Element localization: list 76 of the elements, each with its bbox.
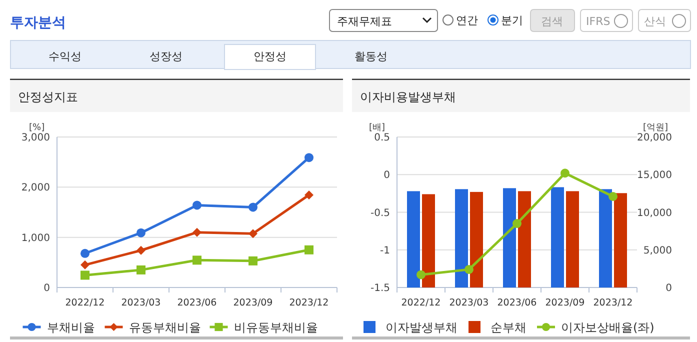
y-tick-label: 0.5 bbox=[374, 132, 390, 144]
text: 분기 bbox=[501, 14, 523, 27]
y2-tick-label: 5,000 bbox=[643, 245, 672, 256]
y2-tick-label: 15,000 bbox=[637, 170, 672, 182]
y-tick-label: -1 bbox=[380, 245, 390, 256]
point bbox=[304, 153, 314, 162]
legend-label: 순부채 bbox=[490, 320, 526, 334]
y-tick-label: 0 bbox=[384, 170, 390, 182]
bar bbox=[503, 188, 516, 288]
point bbox=[560, 168, 570, 178]
legend-label: 부채비율 bbox=[46, 320, 95, 334]
y-axis-title: [%] bbox=[29, 123, 45, 133]
text: 투자분석 bbox=[10, 15, 66, 31]
bar bbox=[470, 192, 483, 288]
text: 연간 bbox=[456, 14, 478, 27]
y2-tick-label: 10,000 bbox=[637, 208, 672, 219]
point bbox=[248, 229, 258, 238]
legend-label: 비유동부채비율 bbox=[234, 320, 318, 334]
point bbox=[136, 246, 146, 255]
text: IFRS bbox=[586, 15, 610, 28]
legend-label: 이자보상배율(좌) bbox=[561, 320, 654, 334]
x-tick-label: 2023/12 bbox=[289, 298, 329, 308]
point bbox=[304, 245, 314, 254]
text: 주재무제표 bbox=[337, 15, 392, 28]
bar bbox=[407, 191, 420, 288]
bar bbox=[422, 194, 435, 288]
text: 활동성 bbox=[354, 50, 388, 63]
text: 수익성 bbox=[48, 50, 82, 63]
point bbox=[192, 256, 202, 265]
point bbox=[192, 228, 202, 237]
y-tick-label: -1.5 bbox=[370, 283, 390, 294]
x-tick-label: 2023/03 bbox=[449, 298, 489, 308]
bar bbox=[455, 189, 468, 288]
x-tick-label: 2023/06 bbox=[497, 298, 537, 308]
point bbox=[192, 200, 202, 210]
bar bbox=[599, 189, 612, 288]
point bbox=[80, 260, 90, 270]
point bbox=[416, 270, 426, 280]
x-tick-label: 2022/12 bbox=[65, 298, 105, 308]
x-tick-label: 2022/12 bbox=[401, 298, 441, 308]
y-axis-title: [배] bbox=[369, 123, 386, 133]
point bbox=[464, 264, 474, 274]
point bbox=[248, 202, 258, 212]
y-tick-label: 0 bbox=[44, 283, 50, 294]
x-tick-label: 2023/09 bbox=[545, 298, 585, 308]
text: 산식 bbox=[644, 15, 666, 28]
bar bbox=[566, 191, 579, 288]
x-tick-label: 2023/06 bbox=[177, 298, 217, 308]
x-tick-label: 2023/09 bbox=[233, 298, 273, 308]
y-tick-label: -0.5 bbox=[370, 208, 390, 219]
point bbox=[80, 248, 90, 258]
chart-title: 안정성지표 bbox=[18, 90, 78, 104]
bar bbox=[551, 187, 564, 288]
text: 성장성 bbox=[150, 50, 182, 63]
point bbox=[304, 190, 314, 200]
legend-label: 유동부채비율 bbox=[128, 320, 201, 334]
point bbox=[608, 192, 618, 201]
point bbox=[248, 256, 258, 266]
x-tick-label: 2023/03 bbox=[121, 298, 161, 308]
y2-tick-label: 0 bbox=[666, 283, 672, 294]
legend-label: 이자발생부채 bbox=[386, 320, 458, 334]
text: 검색 bbox=[541, 15, 563, 28]
point bbox=[512, 219, 522, 228]
bar bbox=[614, 193, 627, 288]
text: 안정성 bbox=[254, 50, 286, 63]
y2-tick-label: 20,000 bbox=[637, 132, 672, 144]
y-tick-label: 1,000 bbox=[21, 232, 50, 244]
y2-axis-title: [억원] bbox=[643, 123, 668, 133]
chart-title: 이자비용발생부채 bbox=[360, 90, 456, 104]
point bbox=[136, 265, 146, 274]
y-tick-label: 3,000 bbox=[21, 132, 50, 144]
x-tick-label: 2023/12 bbox=[593, 298, 633, 308]
point bbox=[80, 270, 90, 280]
bar bbox=[518, 191, 531, 288]
point bbox=[136, 228, 146, 238]
y-tick-label: 2,000 bbox=[21, 182, 50, 194]
